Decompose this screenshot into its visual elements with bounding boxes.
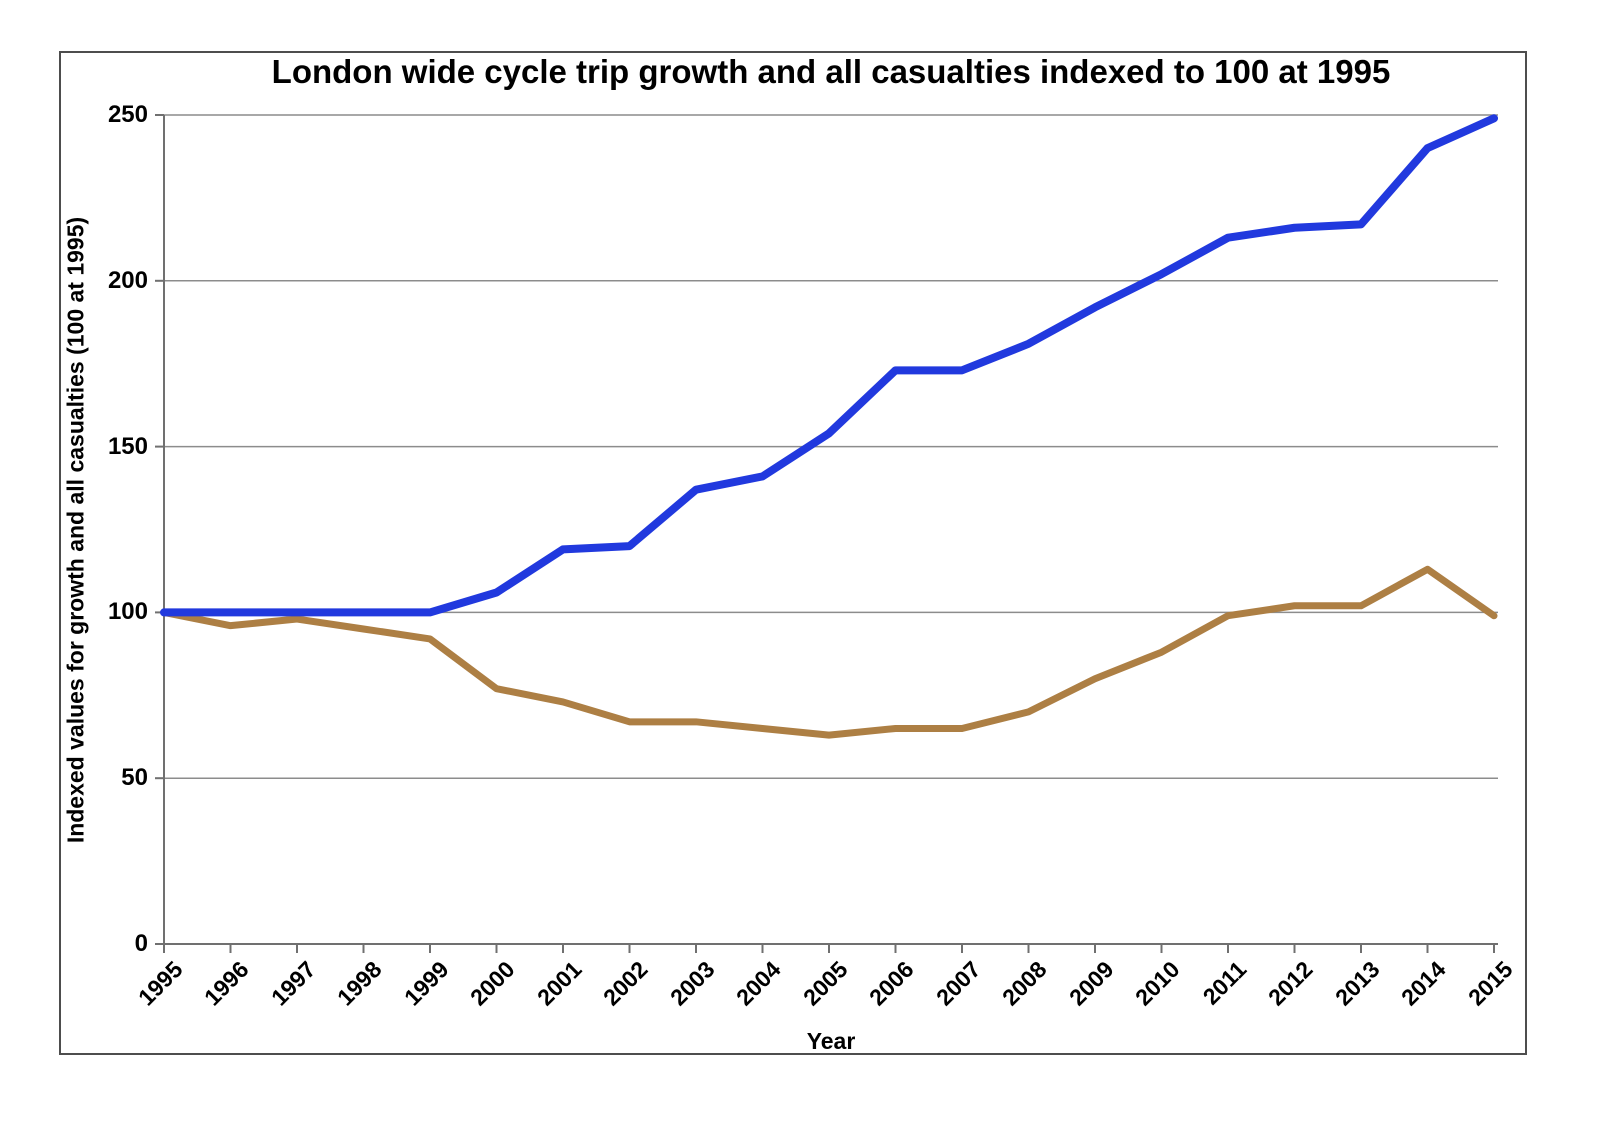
y-tick-label: 100 [107,598,148,626]
y-tick-label: 50 [121,764,148,792]
y-tick-label: 0 [134,930,148,957]
all-casualties-line [160,565,1498,739]
chart-frame [59,51,1527,1055]
chart-title: London wide cycle trip growth and all ca… [271,53,1391,90]
y-tick-label: 150 [107,432,148,460]
y-tick-label: 250 [107,101,148,128]
y-axis-title: Indexed values for growth and all casual… [62,216,89,844]
cycle-trip-growth-line [160,114,1498,617]
x-axis-title: Year [806,1028,856,1054]
y-tick-label: 200 [107,266,148,294]
